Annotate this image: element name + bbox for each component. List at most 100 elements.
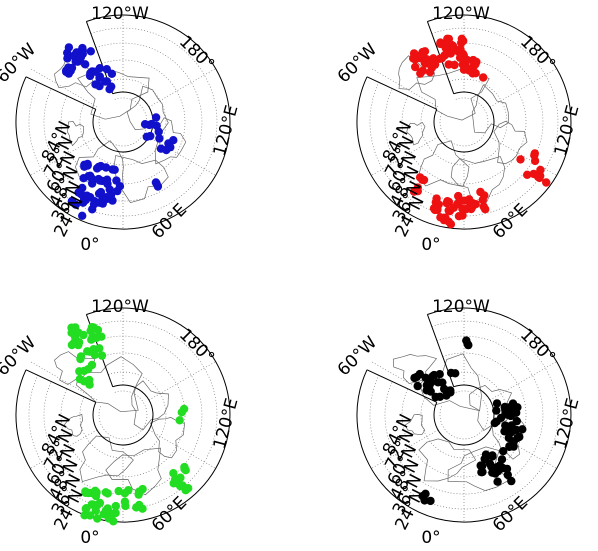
station-point xyxy=(76,352,86,361)
station-point xyxy=(479,73,488,82)
station-point xyxy=(508,426,517,435)
meridian-line xyxy=(489,429,557,469)
wedge-edge xyxy=(366,76,438,110)
station-point xyxy=(418,491,427,501)
station-point xyxy=(64,43,74,52)
station-point xyxy=(460,196,469,205)
station-point xyxy=(411,62,420,72)
station-point xyxy=(91,80,100,89)
longitude-label: 60°E xyxy=(489,200,532,243)
latitude-circle xyxy=(43,42,203,202)
meridian-line xyxy=(148,429,216,469)
station-point xyxy=(487,462,496,471)
meridian-line xyxy=(489,361,557,401)
station-point xyxy=(466,200,475,210)
station-point xyxy=(412,372,421,382)
station-point xyxy=(101,163,111,172)
station-point xyxy=(478,467,487,477)
station-point xyxy=(79,330,88,340)
station-point xyxy=(96,187,106,197)
latitude-circle xyxy=(98,390,148,440)
station-markers xyxy=(410,336,527,506)
latitude-circle xyxy=(439,97,489,147)
longitude-label: 0° xyxy=(421,235,440,255)
station-point xyxy=(523,170,532,179)
station-point xyxy=(516,155,525,164)
station-point xyxy=(156,144,166,153)
station-markers xyxy=(409,34,551,229)
latitude-circle xyxy=(384,335,544,495)
longitude-label: 0° xyxy=(421,528,440,548)
station-point xyxy=(94,162,103,172)
station-point xyxy=(468,69,477,78)
station-point xyxy=(438,378,447,387)
station-point xyxy=(430,205,440,215)
station-point xyxy=(478,195,487,205)
station-point xyxy=(493,477,502,486)
station-point xyxy=(67,340,77,350)
station-point xyxy=(442,38,452,47)
map-panel-black: 120°W180°120°E60°E0°60°W84°N72°N60°N48°N… xyxy=(334,297,584,548)
station-point xyxy=(93,514,102,523)
station-markers xyxy=(67,323,193,526)
station-point xyxy=(108,165,117,174)
station-point xyxy=(499,447,508,456)
station-point xyxy=(508,399,518,408)
station-point xyxy=(80,366,89,376)
station-point xyxy=(98,199,108,208)
longitude-label: 120°E xyxy=(551,103,584,158)
station-point xyxy=(91,67,100,76)
inner-boundary xyxy=(92,384,154,446)
longitude-label: 120°W xyxy=(91,297,149,317)
station-point xyxy=(429,54,438,63)
station-point xyxy=(446,386,455,395)
station-point xyxy=(67,197,77,206)
wedge-edge xyxy=(366,369,438,403)
station-point xyxy=(111,508,120,518)
latitude-circle xyxy=(79,371,167,459)
station-point xyxy=(481,450,491,459)
meridian-line xyxy=(489,68,557,108)
station-point xyxy=(176,482,185,491)
latitude-circle xyxy=(384,42,544,202)
station-point xyxy=(457,34,466,43)
station-point xyxy=(95,344,104,353)
station-point xyxy=(413,183,422,192)
station-point xyxy=(169,469,178,478)
map-panel-red: 120°W180°120°E60°E0°60°W84°N72°N60°N48°N… xyxy=(334,4,584,255)
station-point xyxy=(536,165,545,175)
meridian-line xyxy=(148,136,216,176)
latitude-circle xyxy=(79,78,167,166)
map-boundary xyxy=(15,307,231,523)
station-point xyxy=(436,213,445,222)
station-point xyxy=(413,381,422,391)
map-boundary xyxy=(356,307,572,523)
station-point xyxy=(74,188,83,197)
longitude-label: 120°W xyxy=(432,297,490,317)
station-point xyxy=(175,416,184,425)
latitude-circle xyxy=(420,78,508,166)
station-point xyxy=(425,381,434,390)
station-point xyxy=(67,323,76,332)
station-markers xyxy=(61,43,178,220)
station-point xyxy=(454,212,464,221)
meridian-line xyxy=(371,68,439,108)
station-point xyxy=(85,347,94,356)
station-point xyxy=(454,191,463,201)
meridian-line xyxy=(371,429,439,469)
station-point xyxy=(463,55,472,65)
longitude-label: 60°E xyxy=(489,493,532,536)
station-point xyxy=(488,451,497,460)
station-point xyxy=(140,120,150,129)
meridian-line xyxy=(148,68,216,108)
station-point xyxy=(91,486,100,495)
station-point xyxy=(120,489,130,498)
station-point xyxy=(91,506,101,515)
station-point xyxy=(463,339,472,349)
station-point xyxy=(135,500,144,510)
map-boundary xyxy=(15,14,231,230)
meridian-line xyxy=(30,429,98,469)
longitude-label: 0° xyxy=(80,235,99,255)
station-point xyxy=(81,60,90,69)
